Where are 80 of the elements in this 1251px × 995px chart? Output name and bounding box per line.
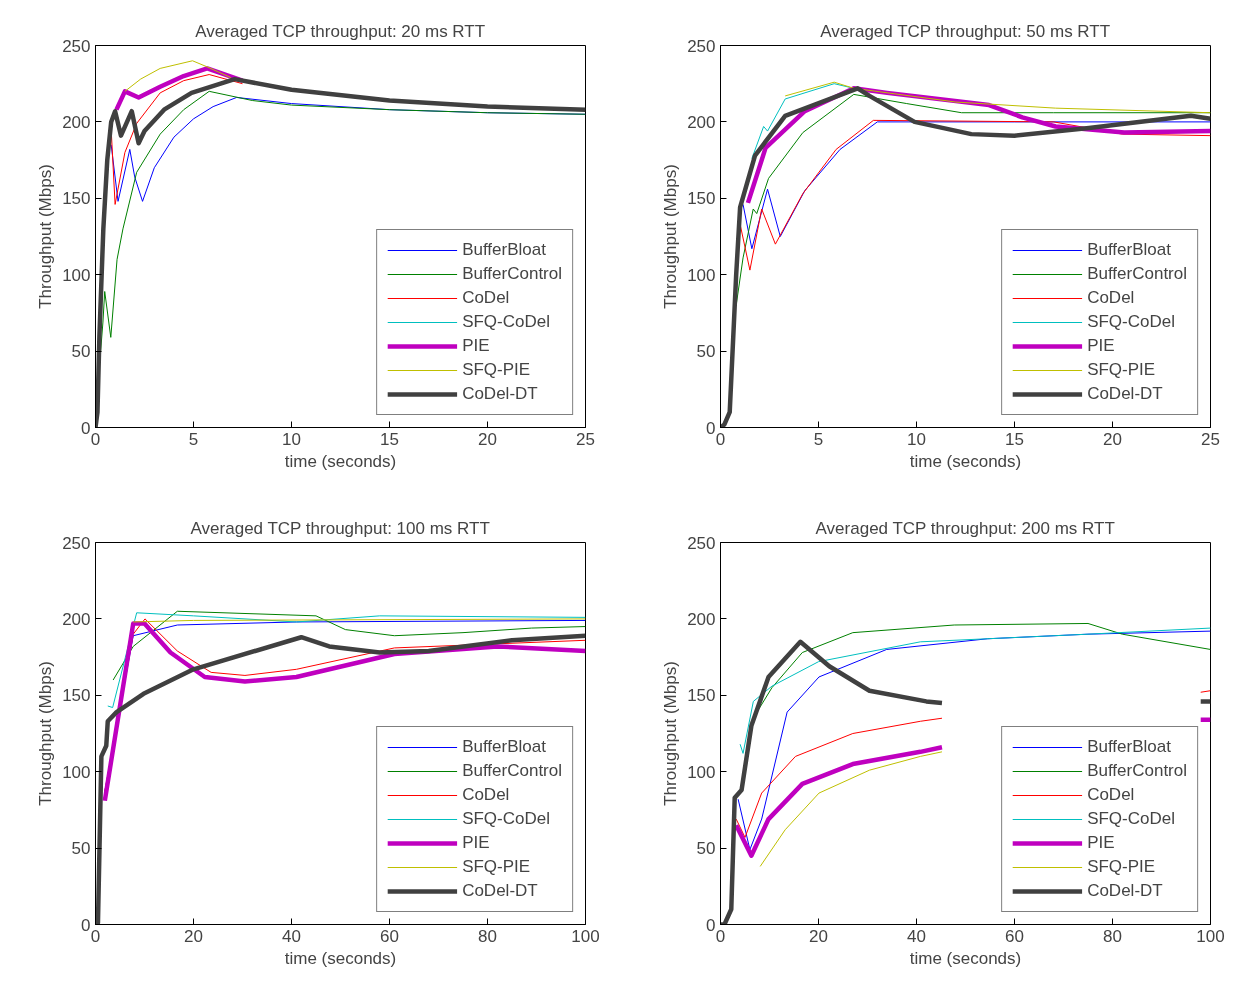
legend-label: CoDel-DT [462,881,538,901]
legend-label: CoDel [462,288,510,308]
y-tick-label: 100 [62,762,91,782]
y-tick-label: 200 [62,112,91,132]
legend-label: BufferControl [462,761,562,781]
legend-label: SFQ-CoDel [1087,809,1175,829]
legend-label: PIE [462,336,490,356]
y-tick-label: 150 [62,686,91,706]
legend-label: PIE [462,833,490,853]
y-tick-label: 150 [62,189,91,209]
legend-label: CoDel [1087,288,1135,308]
legend-label: CoDel [1087,785,1135,805]
x-tick-label: 10 [907,429,926,449]
y-tick-label: 250 [687,36,716,56]
x-axis-title: time (seconds) [909,451,1022,471]
legend-label: SFQ-CoDel [1087,312,1175,332]
y-tick-label: 50 [696,839,716,859]
x-axis-title: time (seconds) [284,451,397,471]
y-axis-title: Throughput (Mbps) [36,164,56,309]
legend-label: SFQ-PIE [1087,360,1156,380]
y-tick-label: 200 [687,609,716,629]
x-tick-label: 25 [1201,429,1220,449]
y-tick-label: 100 [62,265,91,285]
y-axis-title: Throughput (Mbps) [36,661,56,806]
x-tick-label: 20 [478,429,497,449]
legend-label: CoDel-DT [462,384,538,404]
y-tick-label: 50 [696,342,716,362]
legend-label: CoDel [462,785,510,805]
y-tick-label: 50 [71,839,91,859]
legend-label: BufferBloat [1087,737,1171,757]
y-tick-label: 150 [687,189,716,209]
legend-label: BufferControl [1087,264,1187,284]
y-axis-title: Throughput (Mbps) [661,164,681,309]
legend-label: BufferBloat [1087,240,1171,260]
x-tick-label: 100 [1196,926,1225,946]
x-tick-label: 80 [1103,926,1122,946]
y-tick-label: 50 [71,342,91,362]
y-tick-label: 150 [687,686,716,706]
x-tick-label: 80 [478,926,497,946]
y-tick-label: 200 [687,112,716,132]
x-tick-label: 60 [380,926,399,946]
x-tick-label: 20 [184,926,203,946]
y-tick-label: 250 [62,36,91,56]
chart-title: Averaged TCP throughput: 100 ms RTT [190,518,490,538]
x-axis-title: time (seconds) [284,948,397,968]
x-tick-label: 40 [282,926,301,946]
legend-label: SFQ-PIE [462,857,531,877]
y-tick-label: 100 [687,762,716,782]
x-tick-label: 10 [282,429,301,449]
x-tick-label: 15 [1005,429,1024,449]
y-tick-label: 100 [687,265,716,285]
x-tick-label: 40 [907,926,926,946]
chart-title: Averaged TCP throughput: 50 ms RTT [820,21,1111,41]
y-tick-label: 250 [62,533,91,553]
x-tick-label: 20 [1103,429,1122,449]
legend-label: SFQ-CoDel [462,312,550,332]
x-tick-label: 20 [809,926,828,946]
legend-label: BufferControl [1087,761,1187,781]
legend-label: BufferControl [462,264,562,284]
y-tick-label: 250 [687,533,716,553]
x-tick-label: 60 [1005,926,1024,946]
legend-label: CoDel-DT [1087,881,1163,901]
x-axis-title: time (seconds) [909,948,1022,968]
legend-label: SFQ-PIE [462,360,531,380]
legend-label: BufferBloat [462,240,546,260]
y-tick-label: 200 [62,609,91,629]
legend-label: BufferBloat [462,737,546,757]
legend-label: SFQ-PIE [1087,857,1156,877]
legend-label: PIE [1087,336,1115,356]
chart-title: Averaged TCP throughput: 20 ms RTT [195,21,486,41]
x-tick-label: 100 [571,926,600,946]
x-tick-label: 5 [188,429,199,449]
chart-title: Averaged TCP throughput: 200 ms RTT [815,518,1115,538]
x-tick-label: 5 [813,429,824,449]
legend-label: PIE [1087,833,1115,853]
legend-label: CoDel-DT [1087,384,1163,404]
x-tick-label: 25 [576,429,595,449]
y-axis-title: Throughput (Mbps) [661,661,681,806]
legend-label: SFQ-CoDel [462,809,550,829]
x-tick-label: 15 [380,429,399,449]
